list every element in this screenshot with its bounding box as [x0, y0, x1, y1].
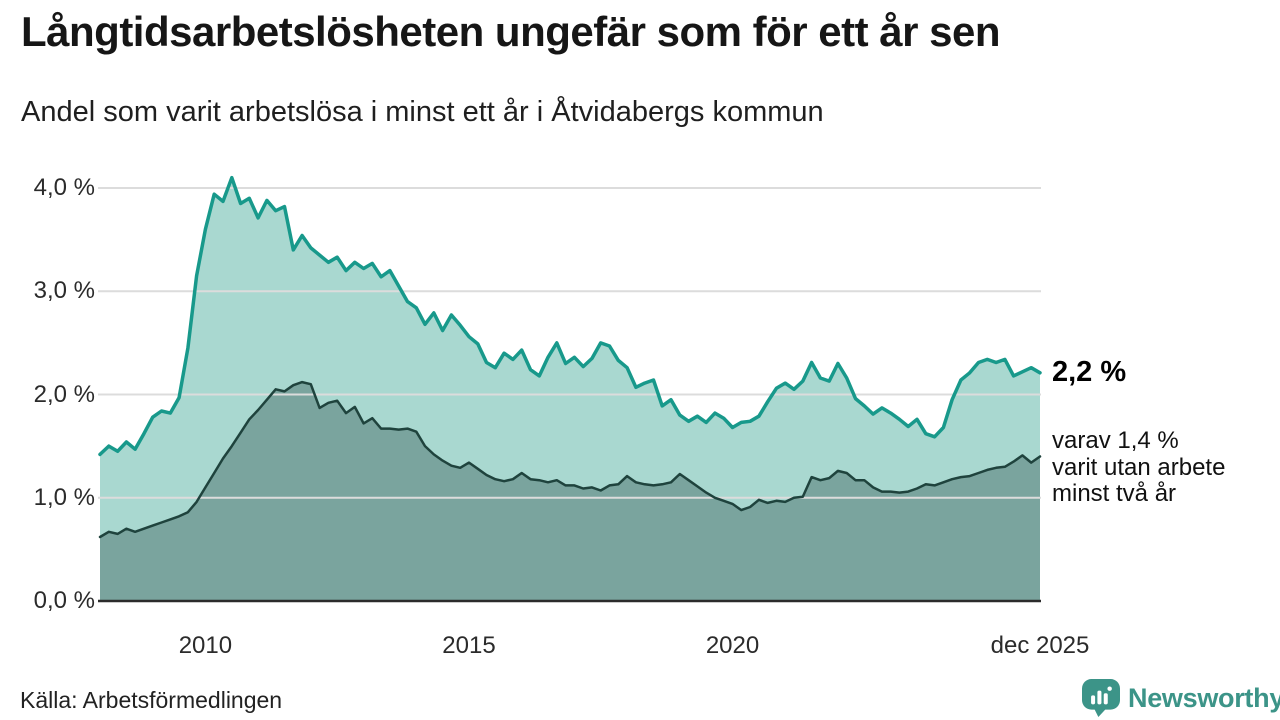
x-tick-label: dec 2025	[990, 632, 1090, 659]
chart-subtitle: Andel som varit arbetslösa i minst ett å…	[21, 96, 824, 128]
y-tick-label: 2,0 %	[33, 380, 95, 408]
newsworthy-wordmark: Newsworthy	[1128, 682, 1280, 713]
y-tick-label: 1,0 %	[33, 483, 95, 511]
newsworthy-logo: Newsworthy	[1082, 679, 1280, 717]
last-value-annotation: 2,2 %	[1052, 356, 1127, 388]
x-tick-label: 2015	[442, 632, 496, 659]
y-tick-label: 0,0 %	[33, 587, 95, 614]
x-tick-label: 2010	[178, 632, 233, 659]
newsworthy-chart-bubble-icon	[1082, 679, 1120, 717]
series-two-year-area	[100, 382, 1040, 601]
x-tick-label: 2020	[705, 632, 760, 659]
secondary-annotation: varav 1,4 % varit utan arbete minst två …	[1052, 427, 1226, 507]
y-tick-label: 4,0 %	[33, 174, 95, 201]
source-note: Källa: Arbetsförmedlingen	[20, 687, 283, 713]
series-two-year-line	[98, 380, 1042, 539]
y-tick-label: 3,0 %	[33, 277, 95, 305]
series-one-year-line	[98, 175, 1042, 457]
gridlines	[98, 187, 1041, 499]
page-title: Långtidsarbetslösheten ungefär som för e…	[21, 8, 1001, 55]
